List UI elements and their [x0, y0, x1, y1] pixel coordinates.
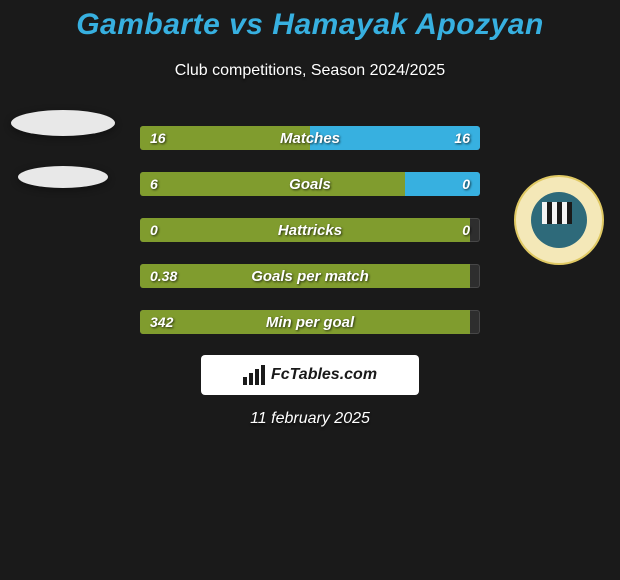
stat-label: Matches: [140, 126, 480, 150]
bar-chart-icon: [243, 365, 265, 385]
stat-label: Goals per match: [140, 264, 480, 288]
page-title: Gambarte vs Hamayak Apozyan: [0, 8, 620, 42]
fctables-label: FcTables.com: [271, 366, 377, 384]
stat-row: 60Goals: [140, 172, 480, 196]
stat-label: Hattricks: [140, 218, 480, 242]
stats-comparison: 1616Matches 60Goals 00Hattricks 0.38Goals p…: [140, 126, 480, 356]
stat-row: 342Min per goal: [140, 310, 480, 334]
fctables-watermark: FcTables.com: [201, 355, 419, 395]
stat-row: 0.38Goals per match: [140, 264, 480, 288]
stat-label: Goals: [140, 172, 480, 196]
club-crest-icon: [514, 175, 604, 265]
comparison-date: 11 february 2025: [0, 410, 620, 428]
stat-row: 1616Matches: [140, 126, 480, 150]
stat-label: Min per goal: [140, 310, 480, 334]
club-left-ellipse-2: [18, 166, 108, 188]
club-left-ellipse-1: [11, 110, 115, 136]
stat-row: 00Hattricks: [140, 218, 480, 242]
page-subtitle: Club competitions, Season 2024/2025: [0, 62, 620, 80]
club-right-badge: [514, 175, 604, 265]
club-left-logo-area: [8, 110, 118, 188]
